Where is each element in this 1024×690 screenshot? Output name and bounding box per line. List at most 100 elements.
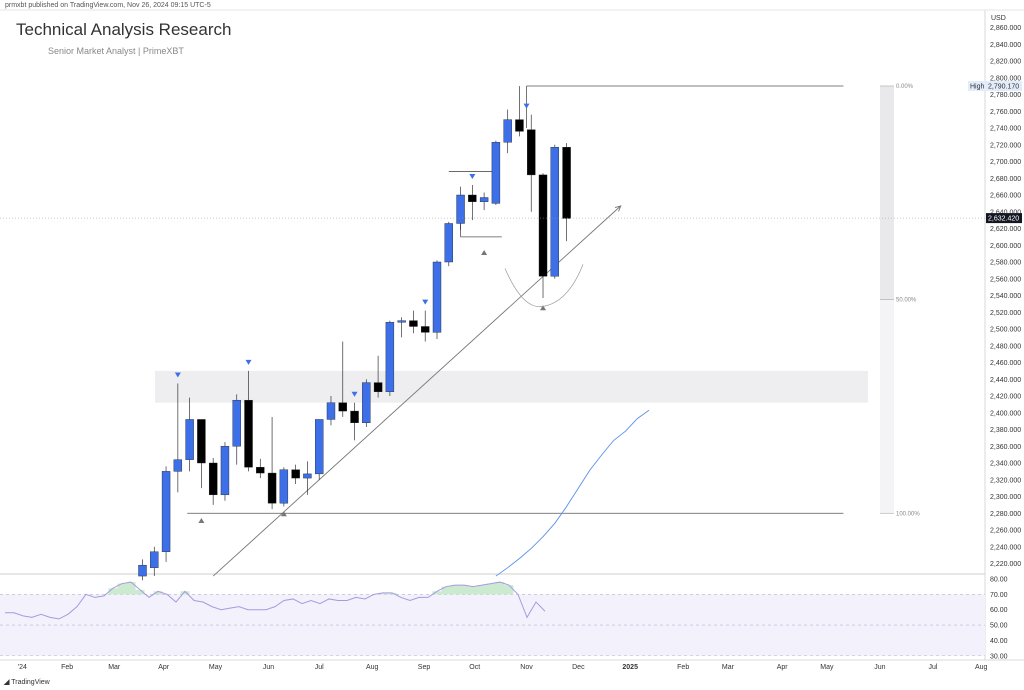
swing-high-marker <box>422 299 429 305</box>
candle-bullish <box>232 399 241 447</box>
price-tick-label: 2,800.000 <box>990 75 1021 82</box>
trendline-arrowhead <box>614 205 622 212</box>
price-tick-label: 2,540.000 <box>990 293 1021 300</box>
price-tick-label: 2,560.000 <box>990 276 1021 283</box>
price-tick-label: 2,260.000 <box>990 528 1021 535</box>
price-tick-label: 2,300.000 <box>990 494 1021 501</box>
candle-bearish <box>421 326 430 333</box>
time-tick-label: Aug <box>366 664 379 671</box>
candle-bullish <box>362 382 371 424</box>
price-tick-label: 2,420.000 <box>990 394 1021 401</box>
swing-high-marker <box>245 359 252 365</box>
candle-bullish <box>315 419 324 475</box>
price-tick-label: 2,340.000 <box>990 461 1021 468</box>
swing-low-marker <box>481 249 488 255</box>
candle-bullish <box>173 459 183 472</box>
candle-bearish <box>562 147 571 219</box>
candle-bullish <box>444 223 453 263</box>
candle-bullish <box>456 194 465 224</box>
swing-high-marker <box>351 391 358 397</box>
fib-band-lower <box>880 299 894 514</box>
rsi-tick-label: 40.00 <box>990 638 1008 645</box>
time-tick-label: Oct <box>469 664 480 671</box>
price-tick-label: 2,360.000 <box>990 444 1021 451</box>
price-tick-label: 2,520.000 <box>990 310 1021 317</box>
tradingview-logo-icon: ◢ <box>4 679 10 686</box>
price-tick-label: 2,400.000 <box>990 410 1021 417</box>
candle-bullish <box>138 564 147 577</box>
candle-bullish <box>397 320 406 323</box>
tradingview-logo: ◢ TradingView <box>4 678 50 686</box>
price-tick-label: 2,500.000 <box>990 327 1021 334</box>
swing-high-marker <box>469 173 476 179</box>
time-tick-label: Dec <box>572 664 585 671</box>
rsi-tick-label: 60.00 <box>990 607 1008 614</box>
candle-bearish <box>197 419 206 464</box>
price-tick-label: 2,680.000 <box>990 176 1021 183</box>
publisher-line: prmxbt published on TradingView.com, Nov… <box>5 2 211 9</box>
rsi-line <box>5 581 546 620</box>
candle-bullish <box>491 142 501 204</box>
high-value-tag <box>986 80 1022 91</box>
time-tick-label: Apr <box>777 664 789 671</box>
candle-bullish <box>161 471 171 552</box>
time-tick-label: Nov <box>520 664 533 671</box>
price-tick-label: 2,460.000 <box>990 360 1021 367</box>
price-tick-label: 2,600.000 <box>990 243 1021 250</box>
time-tick-label: Mar <box>722 664 735 671</box>
fib-band-upper <box>880 85 894 300</box>
time-tick-label: May <box>209 664 223 671</box>
candle-bearish <box>244 399 253 468</box>
candle-bullish <box>279 469 289 504</box>
price-tick-label: 2,760.000 <box>990 109 1021 116</box>
price-tick-label: 2,440.000 <box>990 377 1021 384</box>
price-tick-label: 2,660.000 <box>990 193 1021 200</box>
price-tick-label: 2,220.000 <box>990 561 1021 568</box>
time-tick-label: Jul <box>315 664 324 671</box>
price-tick-label: 2,840.000 <box>990 42 1021 49</box>
price-tick-label: 2,620.000 <box>990 226 1021 233</box>
candle-bearish <box>373 382 383 393</box>
candle-bullish <box>550 147 559 277</box>
candle-bearish <box>515 119 524 132</box>
time-tick-label: Apr <box>158 664 170 671</box>
time-tick-label: '24 <box>18 664 27 671</box>
candle-bullish <box>385 322 395 393</box>
candle-bearish <box>256 466 265 474</box>
candle-bullish <box>479 197 489 202</box>
price-tick-label: 2,720.000 <box>990 142 1021 149</box>
candle-bearish <box>338 402 347 412</box>
candle-bearish <box>468 194 477 202</box>
high-label-tag <box>968 80 987 91</box>
chart-title: Technical Analysis Research <box>16 20 231 39</box>
time-tick-label: May <box>820 664 834 671</box>
candle-bearish <box>291 469 300 479</box>
price-tick-label: 2,640.000 <box>990 209 1021 216</box>
moving-average-line <box>495 409 650 577</box>
candle-bullish <box>220 446 230 496</box>
time-tick-label: Feb <box>61 664 73 671</box>
price-tick-label: 2,740.000 <box>990 126 1021 133</box>
price-tick-label: 2,860.000 <box>990 25 1021 32</box>
rsi-tick-label: 80.00 <box>990 577 1008 584</box>
price-tick-label: 2,320.000 <box>990 477 1021 484</box>
price-tick-label: 2,280.000 <box>990 511 1021 518</box>
resistance-zone <box>155 370 868 403</box>
high-value-text: 2,790.170 <box>988 83 1019 90</box>
price-tick-label: 2,820.000 <box>990 59 1021 66</box>
swing-high-marker <box>174 372 181 378</box>
candle-bullish <box>185 419 194 460</box>
candle-bearish <box>527 129 536 176</box>
price-tick-label: 2,780.000 <box>990 92 1021 99</box>
fib-level-label: 50.00% <box>896 298 917 304</box>
rsi-tick-label: 70.00 <box>990 592 1008 599</box>
candle-bearish <box>208 462 218 496</box>
swing-low-marker <box>198 517 205 523</box>
chart-subtitle: Senior Market Analyst | PrimeXBT <box>48 46 184 56</box>
price-tick-label: 2,480.000 <box>990 343 1021 350</box>
candle-bullish <box>432 261 442 333</box>
time-tick-label: Feb <box>677 664 689 671</box>
high-label-text: High <box>970 83 985 90</box>
time-tick-label: 2025 <box>622 664 638 671</box>
